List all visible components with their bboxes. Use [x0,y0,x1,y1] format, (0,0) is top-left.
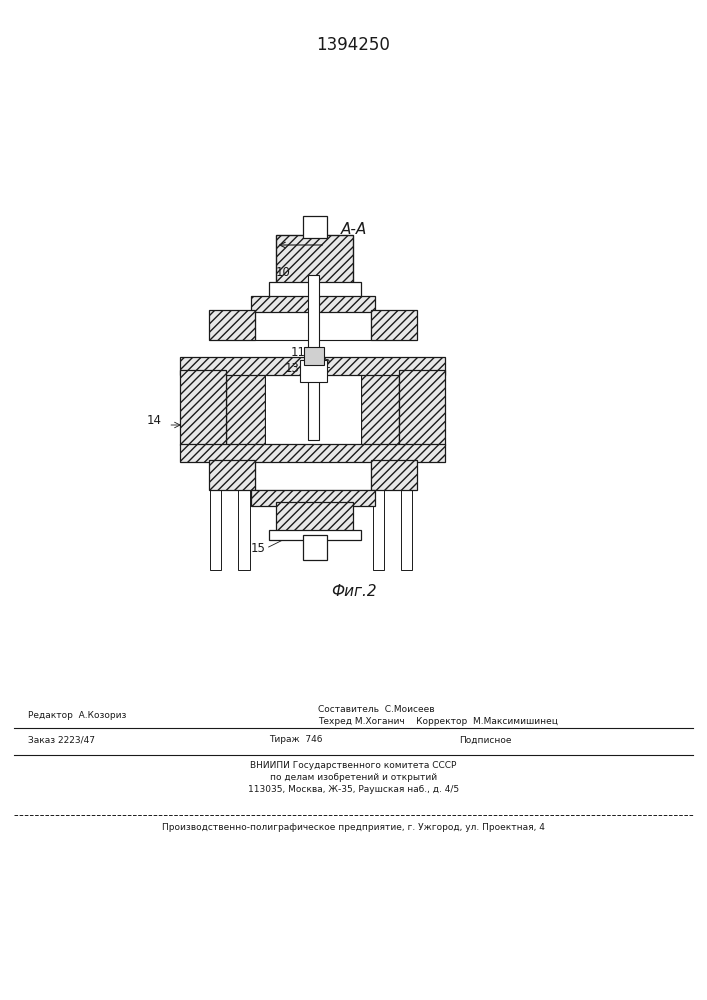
Text: Редактор  А.Козориз: Редактор А.Козориз [28,710,127,720]
Bar [303,216,327,238]
Bar [210,485,221,570]
Text: 15: 15 [250,542,265,554]
Bar [255,310,371,340]
Text: Подписное: Подписное [460,736,512,744]
Text: А-А: А-А [340,223,367,237]
Bar [209,460,255,490]
Text: Производственно-полиграфическое предприятие, г. Ужгород, ул. Проектная, 4: Производственно-полиграфическое предприя… [162,824,545,832]
Text: Заказ 2223/47: Заказ 2223/47 [28,736,95,744]
Bar [308,275,319,440]
Text: Тираж  746: Тираж 746 [269,736,322,744]
Text: Составитель  С.Моисеев: Составитель С.Моисеев [318,706,435,714]
Text: 14: 14 [146,414,161,426]
Text: 11: 11 [291,346,305,359]
Bar [251,296,375,312]
Text: 10: 10 [275,265,291,278]
Bar [371,460,417,490]
Bar [269,530,361,540]
Text: Фиг.2: Фиг.2 [331,584,376,599]
Bar [238,485,250,570]
Text: 12: 12 [317,358,332,370]
Bar [255,460,371,490]
Bar [269,282,361,300]
Bar [251,490,375,506]
Bar [276,235,354,290]
Bar [180,444,445,462]
Bar [361,370,399,455]
Text: ВНИИПИ Государственного комитета СССР: ВНИИПИ Государственного комитета СССР [250,762,457,770]
Bar [226,370,265,455]
Bar [304,347,324,365]
Bar [180,370,226,445]
Text: 1394250: 1394250 [317,36,390,54]
Bar [401,485,412,570]
Bar [265,370,361,455]
Bar [180,357,445,375]
Bar [371,310,417,340]
Text: 113035, Москва, Ж-35, Раушская наб., д. 4/5: 113035, Москва, Ж-35, Раушская наб., д. … [248,786,459,794]
Bar [276,502,354,536]
Bar [303,535,327,560]
Text: по делам изобретений и открытий: по делам изобретений и открытий [270,774,437,782]
Bar [373,485,384,570]
Bar [399,370,445,445]
Bar [209,310,255,340]
Bar [300,360,327,382]
Text: Техред М.Хоганич    Корректор  М.Максимишинец: Техред М.Хоганич Корректор М.Максимишине… [318,716,558,726]
Text: 13: 13 [285,362,300,375]
